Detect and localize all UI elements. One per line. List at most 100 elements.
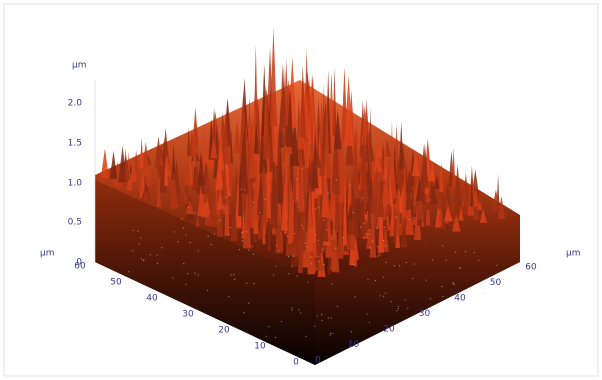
speckle	[234, 279, 235, 280]
speckle	[288, 273, 289, 274]
speckle	[384, 227, 385, 228]
speckle	[259, 212, 260, 213]
speckle	[460, 268, 461, 269]
speckle	[314, 326, 315, 327]
speckle	[330, 333, 331, 334]
speckle	[276, 245, 277, 246]
speckle	[335, 248, 336, 249]
speckle	[139, 243, 140, 244]
speckle	[273, 274, 274, 275]
speckle	[296, 198, 297, 199]
speckle	[377, 246, 378, 247]
speckle	[233, 274, 234, 275]
speckle	[332, 283, 333, 284]
speckle	[174, 231, 175, 232]
speckle	[241, 232, 242, 233]
speckle	[398, 306, 399, 307]
left-tick-label: 30	[182, 310, 194, 320]
speckle	[275, 266, 276, 267]
speckle	[360, 227, 361, 228]
speckle	[183, 228, 184, 229]
speckle	[253, 254, 254, 255]
speckle	[318, 256, 319, 257]
speckle	[303, 227, 304, 228]
speckle	[372, 241, 373, 242]
speckle	[296, 179, 297, 180]
speckle	[412, 278, 413, 279]
speckle	[353, 264, 354, 265]
speckle	[319, 261, 320, 262]
speckle	[432, 260, 433, 261]
speckle	[181, 218, 182, 219]
speckle	[400, 225, 401, 226]
speckle	[241, 189, 242, 190]
speckle	[281, 321, 282, 322]
speckle	[225, 197, 226, 198]
speckle	[407, 308, 408, 309]
speckle	[455, 252, 456, 253]
speckle	[161, 247, 162, 248]
speckle	[459, 267, 460, 268]
speckle	[386, 262, 387, 263]
speckle	[128, 271, 129, 272]
speckle	[248, 250, 249, 251]
speckle	[296, 275, 297, 276]
speckle	[198, 250, 199, 251]
speckle	[183, 263, 184, 264]
speckle	[364, 237, 365, 238]
speckle	[321, 314, 322, 315]
speckle	[318, 207, 319, 208]
speckle	[323, 247, 324, 248]
speckle	[190, 242, 191, 243]
speckle	[219, 220, 220, 221]
speckle	[140, 237, 141, 238]
speckle	[394, 265, 395, 266]
speckle	[452, 283, 453, 284]
speckle	[300, 312, 301, 313]
right-tick-label: 10	[348, 340, 360, 350]
left-tick-label: 10	[254, 342, 266, 352]
speckle	[369, 322, 370, 323]
speckle	[198, 274, 199, 275]
speckle	[194, 273, 195, 274]
speckle	[404, 299, 405, 300]
speckle	[304, 242, 305, 243]
speckle	[211, 244, 212, 245]
z-tick-label: 0.5	[68, 218, 82, 228]
speckle	[253, 202, 254, 203]
speckle	[366, 313, 367, 314]
right-axis-unit: µm	[566, 249, 581, 259]
speckle	[315, 234, 316, 235]
left-tick-label: 50	[110, 278, 122, 288]
speckle	[143, 260, 144, 261]
speckle	[243, 312, 244, 313]
speckle	[311, 263, 312, 264]
speckle	[185, 284, 186, 285]
speckle	[214, 234, 215, 235]
speckle	[292, 309, 293, 310]
speckle	[369, 229, 370, 230]
speckle	[383, 296, 384, 297]
speckle	[367, 212, 368, 213]
speckle	[246, 283, 247, 284]
speckle	[308, 281, 309, 282]
speckle	[267, 220, 268, 221]
right-tick-label: 20	[383, 325, 395, 335]
speckle	[317, 315, 318, 316]
speckle	[288, 256, 289, 257]
speckle	[330, 334, 331, 335]
speckle	[143, 259, 144, 260]
speckle	[278, 250, 279, 251]
speckle	[157, 263, 158, 264]
speckle	[265, 199, 266, 200]
speckle	[328, 317, 329, 318]
speckle	[156, 255, 157, 256]
speckle	[194, 212, 195, 213]
speckle	[349, 185, 350, 186]
right-tick-label: 30	[419, 309, 431, 319]
speckle	[137, 231, 138, 232]
speckle	[132, 250, 133, 251]
speckle	[441, 286, 442, 287]
speckle	[337, 306, 338, 307]
right-tick-label: 60	[525, 263, 537, 273]
